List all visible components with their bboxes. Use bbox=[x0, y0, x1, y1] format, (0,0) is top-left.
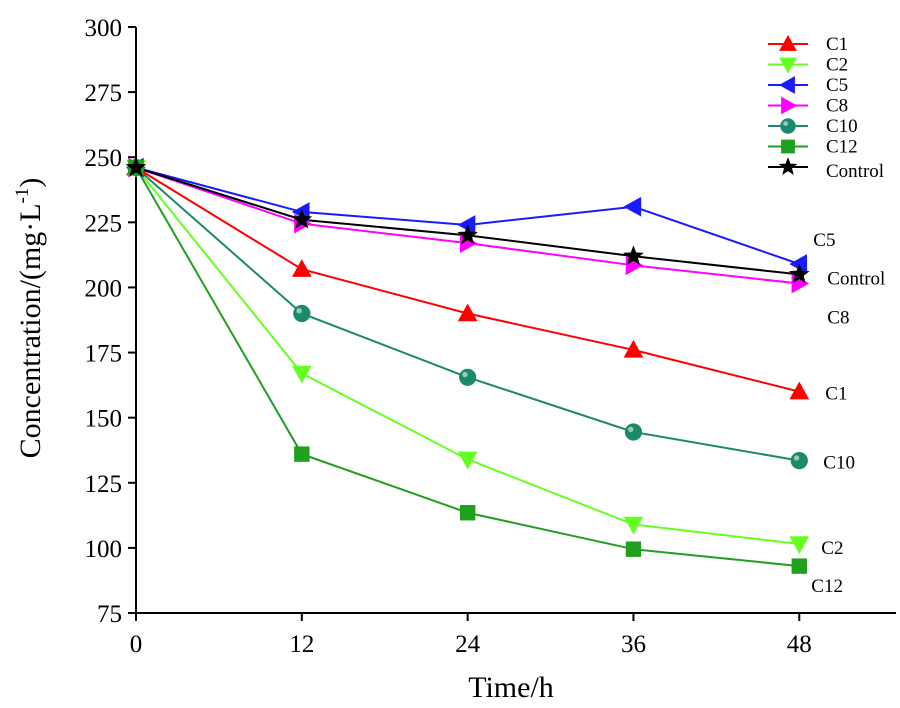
data-point-c1 bbox=[457, 303, 478, 322]
y-tick-label: 150 bbox=[85, 406, 123, 433]
data-point-c10 bbox=[790, 452, 808, 470]
x-tick-label: 48 bbox=[787, 631, 812, 658]
data-point-control bbox=[125, 156, 147, 177]
data-point-c1 bbox=[623, 339, 644, 358]
y-ticks: 75 100 125 150 175 200 225 250 275 300 bbox=[85, 15, 136, 628]
legend-marker-c5 bbox=[778, 76, 795, 94]
end-label-c5: C5 bbox=[813, 230, 835, 251]
series-line-c5 bbox=[135, 166, 800, 265]
end-label-control: Control bbox=[827, 268, 885, 289]
data-point-c5 bbox=[623, 196, 642, 217]
data-point-c2 bbox=[623, 516, 644, 535]
x-tick-label: 0 bbox=[130, 631, 143, 658]
y-axis-title-main: Concentration/(mg·L bbox=[14, 203, 47, 458]
y-axis-title-close: ) bbox=[14, 178, 47, 188]
end-label-c10: C10 bbox=[823, 453, 855, 474]
data-point-c12 bbox=[459, 505, 476, 521]
legend-label-control: Control bbox=[826, 161, 884, 182]
end-label-c8: C8 bbox=[827, 308, 849, 329]
y-tick-label: 100 bbox=[85, 536, 123, 563]
x-ticks: 0 12 24 36 48 bbox=[130, 613, 812, 658]
data-point-c10-highlight bbox=[628, 426, 634, 432]
x-tick-label: 36 bbox=[621, 631, 646, 658]
x-axis-title: Time/h bbox=[468, 671, 554, 704]
data-point-c10-highlight bbox=[793, 455, 800, 461]
data-point-c12 bbox=[294, 446, 310, 462]
data-point-c10-highlight bbox=[296, 308, 302, 314]
y-axis-title-superscript: -1 bbox=[12, 188, 33, 204]
legend-label-c2: C2 bbox=[826, 55, 848, 76]
data-point-control bbox=[457, 224, 478, 245]
data-point-c10 bbox=[293, 304, 311, 323]
data-point-c1 bbox=[291, 259, 312, 277]
end-label-c2: C2 bbox=[821, 538, 843, 559]
data-point-c10-highlight bbox=[462, 371, 468, 378]
axes bbox=[135, 27, 896, 614]
data-point-control bbox=[291, 208, 313, 229]
y-tick-label: 225 bbox=[85, 210, 123, 237]
x-tick-label: 12 bbox=[289, 631, 314, 658]
data-point-c10 bbox=[459, 368, 477, 386]
data-point-c2 bbox=[789, 536, 810, 555]
data-point-c10 bbox=[624, 423, 643, 441]
x-tick-label: 24 bbox=[455, 631, 481, 658]
legend-label-c1: C1 bbox=[826, 34, 848, 55]
legend-marker-c12 bbox=[781, 139, 795, 154]
y-tick-label: 200 bbox=[85, 275, 123, 302]
legend-marker-c10 bbox=[780, 118, 796, 134]
data-point-control bbox=[788, 263, 810, 284]
y-tick-label: 175 bbox=[85, 341, 123, 368]
y-axis-title: Concentration/(mg·L-1) bbox=[12, 178, 47, 459]
end-label-c1: C1 bbox=[825, 384, 847, 405]
legend-marker-c1 bbox=[779, 34, 797, 51]
legend-marker-c8 bbox=[781, 96, 798, 115]
legend-label-c8: C8 bbox=[826, 96, 848, 117]
end-label-c12: C12 bbox=[811, 576, 843, 597]
data-point-control bbox=[623, 245, 644, 265]
y-tick-label: 125 bbox=[85, 471, 123, 498]
legend-marker-c2 bbox=[779, 57, 797, 74]
data-point-c1 bbox=[789, 381, 810, 400]
legend-label-c5: C5 bbox=[826, 75, 848, 96]
legend-marker-c10-highlight bbox=[783, 121, 788, 126]
legend-label-c12: C12 bbox=[826, 137, 858, 158]
y-tick-label: 250 bbox=[85, 145, 123, 172]
data-point-c12 bbox=[791, 558, 807, 574]
legend-label-c10: C10 bbox=[826, 116, 858, 137]
series-markers bbox=[125, 156, 810, 574]
data-point-c2 bbox=[457, 451, 478, 470]
data-point-c12 bbox=[625, 541, 642, 557]
y-tick-label: 300 bbox=[85, 15, 123, 42]
y-tick-label: 75 bbox=[97, 601, 122, 628]
y-tick-label: 275 bbox=[85, 80, 123, 107]
end-labels: C1 C2 C5 C8 C10 C12 Control bbox=[811, 230, 885, 597]
legend-marker-control bbox=[778, 157, 798, 175]
data-point-c2 bbox=[291, 365, 312, 384]
